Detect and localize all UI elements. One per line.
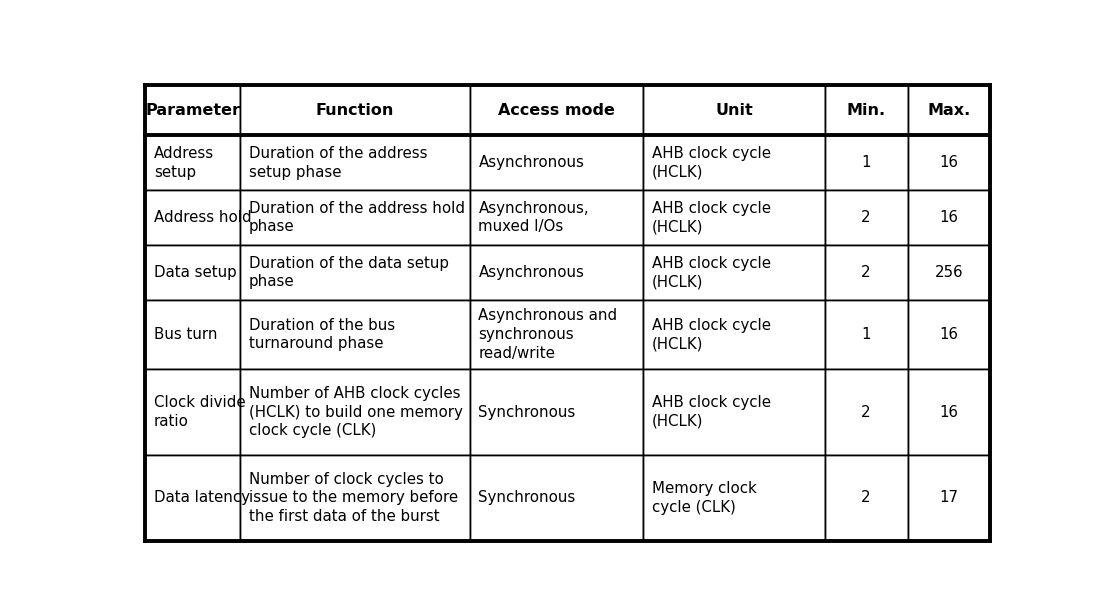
Text: 1: 1: [861, 155, 871, 170]
Bar: [907, 190, 991, 245]
Bar: [907, 300, 991, 369]
Bar: [907, 135, 991, 190]
Bar: [824, 245, 907, 300]
Bar: [643, 369, 824, 455]
Text: Asynchronous: Asynchronous: [479, 265, 584, 280]
Bar: [145, 300, 240, 369]
Text: Access mode: Access mode: [497, 103, 615, 118]
Bar: [240, 135, 470, 190]
Text: Unit: Unit: [715, 103, 752, 118]
Bar: [470, 369, 643, 455]
Text: 2: 2: [861, 405, 871, 420]
Text: 16: 16: [940, 155, 958, 170]
Text: 16: 16: [940, 405, 958, 420]
Bar: [824, 190, 907, 245]
Bar: [240, 190, 470, 245]
Bar: [824, 369, 907, 455]
Text: Duration of the data setup
phase: Duration of the data setup phase: [248, 256, 449, 289]
Text: Clock divide
ratio: Clock divide ratio: [154, 395, 246, 429]
Text: AHB clock cycle
(HCLK): AHB clock cycle (HCLK): [652, 256, 771, 289]
Bar: [145, 455, 240, 541]
Bar: [824, 300, 907, 369]
Bar: [240, 300, 470, 369]
Text: AHB clock cycle
(HCLK): AHB clock cycle (HCLK): [652, 318, 771, 351]
Bar: [470, 190, 643, 245]
Bar: [145, 369, 240, 455]
Bar: [145, 190, 240, 245]
Bar: [470, 245, 643, 300]
Text: Synchronous: Synchronous: [479, 405, 576, 420]
Text: Data latency: Data latency: [154, 490, 250, 506]
Text: Max.: Max.: [927, 103, 971, 118]
Bar: [145, 135, 240, 190]
Text: 16: 16: [940, 210, 958, 225]
Text: Bus turn: Bus turn: [154, 327, 217, 342]
Bar: [240, 245, 470, 300]
Bar: [470, 85, 643, 135]
Text: Number of clock cycles to
issue to the memory before
the first data of the burst: Number of clock cycles to issue to the m…: [248, 472, 458, 524]
Bar: [824, 135, 907, 190]
Text: Min.: Min.: [847, 103, 885, 118]
Bar: [907, 369, 991, 455]
Bar: [145, 245, 240, 300]
Bar: [643, 300, 824, 369]
Bar: [643, 455, 824, 541]
Text: AHB clock cycle
(HCLK): AHB clock cycle (HCLK): [652, 395, 771, 429]
Bar: [240, 85, 470, 135]
Text: 16: 16: [940, 327, 958, 342]
Bar: [643, 190, 824, 245]
Bar: [907, 85, 991, 135]
Bar: [907, 455, 991, 541]
Text: AHB clock cycle
(HCLK): AHB clock cycle (HCLK): [652, 201, 771, 234]
Text: Duration of the bus
turnaround phase: Duration of the bus turnaround phase: [248, 318, 394, 351]
Text: Address hold: Address hold: [154, 210, 252, 225]
Text: 256: 256: [935, 265, 963, 280]
Text: Address
setup: Address setup: [154, 146, 214, 179]
Bar: [470, 455, 643, 541]
Text: Duration of the address
setup phase: Duration of the address setup phase: [248, 146, 427, 179]
Bar: [240, 455, 470, 541]
Text: 2: 2: [861, 490, 871, 506]
Bar: [470, 300, 643, 369]
Text: Memory clock
cycle (CLK): Memory clock cycle (CLK): [652, 481, 757, 515]
Bar: [824, 85, 907, 135]
Text: Asynchronous,
muxed I/Os: Asynchronous, muxed I/Os: [479, 201, 589, 234]
Text: Duration of the address hold
phase: Duration of the address hold phase: [248, 201, 464, 234]
Bar: [643, 245, 824, 300]
Bar: [824, 455, 907, 541]
Text: 17: 17: [940, 490, 958, 506]
Text: Asynchronous: Asynchronous: [479, 155, 584, 170]
Bar: [470, 135, 643, 190]
Bar: [145, 85, 240, 135]
Bar: [240, 369, 470, 455]
Text: Function: Function: [316, 103, 394, 118]
Text: Parameter: Parameter: [145, 103, 240, 118]
Bar: [907, 245, 991, 300]
Bar: [643, 85, 824, 135]
Text: Data setup: Data setup: [154, 265, 237, 280]
Text: AHB clock cycle
(HCLK): AHB clock cycle (HCLK): [652, 146, 771, 179]
Text: 2: 2: [861, 210, 871, 225]
Text: Asynchronous and
synchronous
read/write: Asynchronous and synchronous read/write: [479, 308, 617, 360]
Text: Synchronous: Synchronous: [479, 490, 576, 506]
Text: 1: 1: [861, 327, 871, 342]
Text: Number of AHB clock cycles
(HCLK) to build one memory
clock cycle (CLK): Number of AHB clock cycles (HCLK) to bui…: [248, 386, 462, 438]
Text: 2: 2: [861, 265, 871, 280]
Bar: [643, 135, 824, 190]
